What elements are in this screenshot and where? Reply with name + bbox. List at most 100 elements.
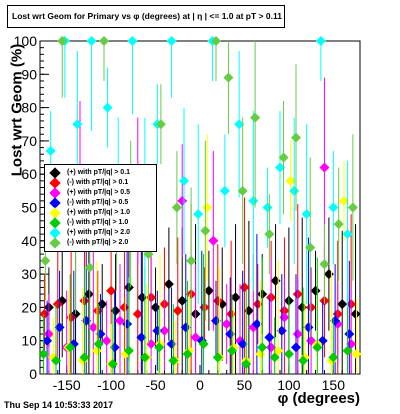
data-point <box>81 315 92 326</box>
legend-marker <box>49 237 61 249</box>
y-tick-label: 80 <box>21 100 37 116</box>
data-point <box>315 36 326 46</box>
y-tick-label: 40 <box>21 233 37 249</box>
data-point <box>319 162 330 173</box>
data-point <box>203 285 214 296</box>
data-point <box>200 225 211 236</box>
legend-label: (+) with pT/|q| > 2.0 <box>67 229 131 236</box>
data-point <box>193 209 204 220</box>
data-point <box>212 295 223 306</box>
data-point <box>275 162 285 173</box>
data-point <box>166 339 177 350</box>
data-point <box>57 36 68 46</box>
data-point <box>42 335 53 346</box>
data-point <box>342 229 353 240</box>
data-point <box>237 339 248 350</box>
legend-label: (-) with pT/|q| > 0.1 <box>67 179 129 186</box>
data-point <box>211 315 221 326</box>
data-point <box>123 345 134 356</box>
data-point <box>95 329 106 340</box>
data-point <box>154 342 165 353</box>
data-point <box>119 302 130 313</box>
chart-title: Lost wrt Geom for Primary vs φ (degrees)… <box>7 5 285 28</box>
legend-label: (-) with pT/|q| > 2.0 <box>67 239 129 246</box>
data-point <box>106 285 117 296</box>
data-point <box>226 309 237 320</box>
data-point <box>72 119 83 130</box>
data-point <box>163 279 174 290</box>
x-tick-label: 150 <box>322 377 346 393</box>
data-point <box>319 259 330 270</box>
data-point <box>342 345 353 356</box>
data-point <box>132 309 143 320</box>
y-tick-label: 20 <box>21 299 37 315</box>
data-point <box>250 112 261 123</box>
y-tick-label: 0 <box>29 366 37 382</box>
y-tick-label: 30 <box>21 266 37 282</box>
data-point <box>211 36 221 46</box>
data-point <box>251 319 262 330</box>
data-point <box>303 322 314 333</box>
legend-label: (+) with pT/|q| > 1.0 <box>67 209 131 216</box>
data-point <box>289 185 300 196</box>
legend-entry: (+) with pT/|q| > 1.0 <box>45 207 156 219</box>
data-point <box>127 36 138 46</box>
data-point <box>172 305 183 316</box>
data-point <box>339 195 349 206</box>
data-point <box>177 195 188 206</box>
data-point <box>323 269 334 280</box>
y-tick-label: 10 <box>21 333 37 349</box>
data-point <box>276 325 287 336</box>
data-point <box>168 355 179 366</box>
data-point <box>110 305 121 316</box>
legend-label: (-) with pT/|q| > 1.0 <box>67 219 129 226</box>
data-point <box>297 302 308 313</box>
legend-entry: (-) with pT/|q| > 2.0 <box>45 237 156 249</box>
data-point <box>270 275 281 286</box>
legend-entry: (-) with pT/|q| > 1.0 <box>45 217 156 229</box>
y-tick-label: 100 <box>14 33 38 49</box>
data-point <box>241 359 252 370</box>
data-point <box>65 342 76 353</box>
data-point <box>208 235 219 246</box>
data-point <box>40 255 51 266</box>
data-point <box>79 352 90 363</box>
data-point <box>350 309 361 320</box>
data-point <box>97 299 108 310</box>
data-point <box>310 285 321 296</box>
data-point <box>279 312 290 323</box>
x-axis-label: φ (degrees) <box>277 390 360 407</box>
data-point <box>107 359 118 370</box>
legend-entry: (+) with pT/|q| > 0.5 <box>45 187 156 199</box>
data-point <box>346 339 357 350</box>
data-point <box>155 119 166 130</box>
x-tick-label: 100 <box>277 377 301 393</box>
data-point <box>198 339 209 350</box>
legend-entry: (-) with pT/|q| > 0.1 <box>45 177 156 189</box>
data-point <box>219 185 230 196</box>
data-point <box>186 255 197 266</box>
data-point <box>291 342 301 353</box>
data-point <box>137 292 148 303</box>
data-point <box>239 282 250 293</box>
data-point <box>202 202 213 213</box>
legend-label: (+) with pT/|q| > 0.5 <box>67 189 131 196</box>
legend-label: (-) with pT/|q| > 0.5 <box>67 199 129 206</box>
data-point <box>102 102 113 113</box>
legend-entry: (+) with pT/|q| > 0.1 <box>45 167 156 179</box>
data-point <box>122 319 133 330</box>
data-point <box>150 302 161 313</box>
data-point <box>227 345 237 356</box>
axis-ticks: 0 10 20 30 40 50 60 70 80 90 100 -150 -100 -50 0 50 100 1… <box>14 33 361 393</box>
data-point <box>182 349 193 360</box>
data-point <box>99 36 109 46</box>
data-point <box>285 175 296 186</box>
data-point <box>152 325 163 336</box>
data-point <box>115 315 125 326</box>
data-point <box>273 345 284 356</box>
y-tick-label: 50 <box>21 200 37 216</box>
data-point <box>180 322 191 333</box>
data-point <box>52 299 63 310</box>
data-point <box>262 202 273 213</box>
legend-entry: (+) with pT/|q| > 2.0 <box>45 227 156 239</box>
